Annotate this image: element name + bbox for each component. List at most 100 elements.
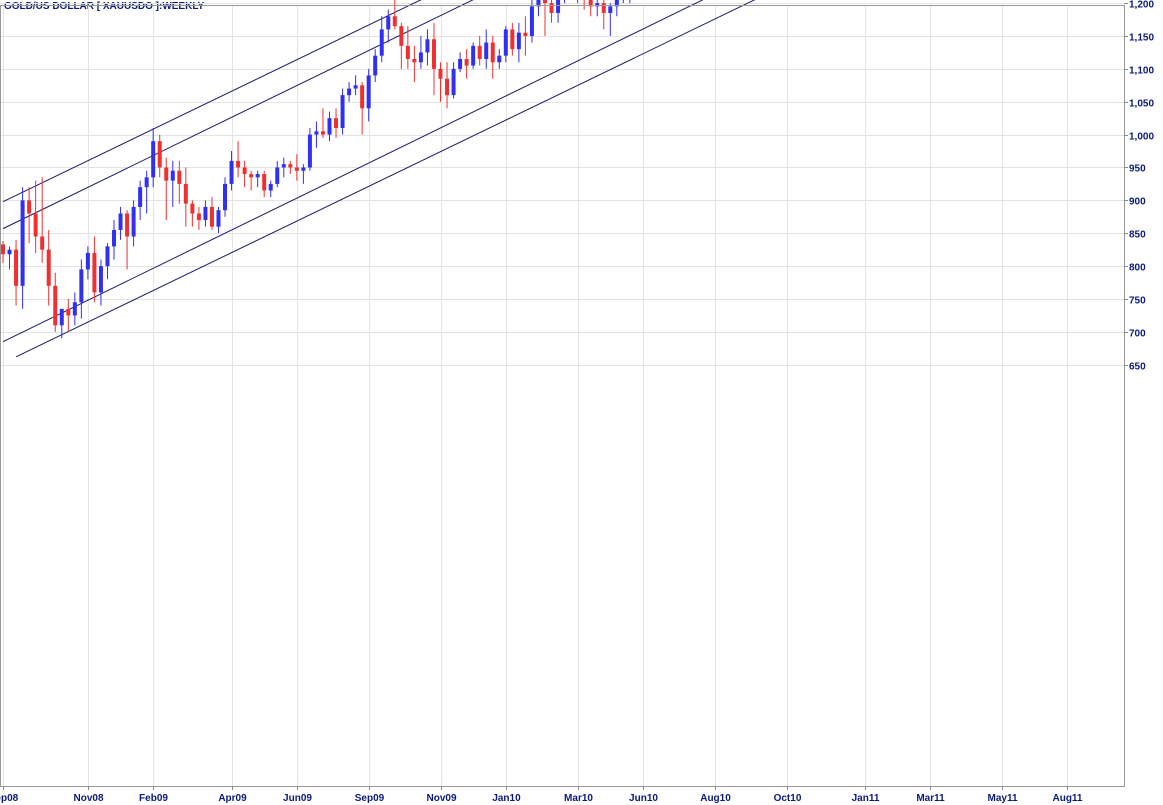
candle-up bbox=[281, 164, 286, 168]
y-tick-label: 750 bbox=[1129, 296, 1146, 307]
trend-channel bbox=[2, 0, 756, 358]
candle-down bbox=[14, 249, 19, 286]
candle-down bbox=[549, 3, 554, 13]
candle-up bbox=[608, 6, 613, 13]
candle-up bbox=[366, 75, 371, 109]
y-tick-label: 1,150 bbox=[1129, 33, 1154, 44]
candle-up bbox=[216, 210, 221, 227]
candle-up bbox=[556, 0, 561, 13]
y-tick-label: 1,200 bbox=[1129, 0, 1154, 11]
candle-down bbox=[490, 42, 495, 63]
candle-up bbox=[72, 302, 77, 316]
y-tick-label: 950 bbox=[1129, 164, 1146, 175]
channel-line bbox=[2, 0, 704, 343]
candle-up bbox=[144, 177, 149, 188]
x-tick-label: Jan10 bbox=[492, 793, 521, 804]
candle-up bbox=[203, 206, 208, 221]
candle-down bbox=[405, 45, 410, 59]
candle-down bbox=[157, 141, 162, 168]
candle-up bbox=[59, 308, 64, 326]
candle-down bbox=[262, 174, 267, 191]
candles bbox=[1, 0, 631, 339]
candle-down bbox=[588, 0, 593, 7]
candle-down bbox=[542, 0, 547, 4]
candle-up bbox=[151, 141, 156, 178]
y-tick-label: 700 bbox=[1129, 329, 1146, 340]
candle-down bbox=[360, 85, 365, 109]
candle-down bbox=[66, 308, 71, 316]
candle-up bbox=[386, 16, 391, 30]
y-tick-label: 1,050 bbox=[1129, 99, 1154, 110]
candle-up bbox=[301, 167, 306, 171]
y-tick-label: 850 bbox=[1129, 230, 1146, 241]
x-tick-label: Mar10 bbox=[564, 793, 593, 804]
candle-down bbox=[33, 213, 38, 237]
candle-down bbox=[92, 252, 97, 293]
candle-up bbox=[255, 174, 260, 178]
x-tick-label: Feb09 bbox=[139, 793, 168, 804]
candle-down bbox=[438, 68, 443, 79]
candle-down bbox=[249, 174, 254, 178]
y-tick-label: 1,100 bbox=[1129, 66, 1154, 77]
candle-down bbox=[125, 213, 130, 237]
x-tick-label: Nov08 bbox=[73, 793, 103, 804]
candle-down bbox=[190, 203, 195, 214]
candle-down bbox=[242, 167, 247, 175]
y-tick-label: 900 bbox=[1129, 197, 1146, 208]
candle-down bbox=[294, 167, 299, 171]
y-tick-label: 650 bbox=[1129, 362, 1146, 373]
candle-up bbox=[118, 213, 123, 230]
candle-up bbox=[98, 266, 103, 293]
candle-up bbox=[595, 3, 600, 7]
candle-up bbox=[112, 229, 117, 247]
candle-down bbox=[601, 3, 606, 13]
y-tick-label: 800 bbox=[1129, 263, 1146, 274]
candle-down bbox=[523, 32, 528, 36]
candle-down bbox=[209, 206, 214, 227]
candle-up bbox=[458, 58, 463, 69]
candle-up bbox=[275, 167, 280, 184]
candle-down bbox=[46, 249, 51, 286]
candle-up bbox=[614, 0, 619, 7]
y-tick-label: 1,000 bbox=[1129, 132, 1154, 143]
candle-up bbox=[347, 88, 352, 96]
candle-down bbox=[236, 160, 241, 168]
candle-down bbox=[1, 244, 5, 255]
candle-up bbox=[105, 246, 110, 267]
candle-up bbox=[497, 55, 502, 63]
candle-up bbox=[471, 45, 476, 66]
candle-up bbox=[373, 55, 378, 76]
candle-up bbox=[223, 183, 228, 211]
candle-down bbox=[177, 170, 182, 184]
candle-up bbox=[307, 134, 312, 168]
candle-up bbox=[425, 39, 430, 53]
candle-up bbox=[79, 269, 84, 303]
x-tick-label: Jan11 bbox=[852, 793, 880, 804]
candle-up bbox=[418, 52, 423, 63]
candle-down bbox=[477, 45, 482, 59]
candle-down bbox=[183, 183, 188, 204]
candle-up bbox=[131, 206, 136, 237]
x-tick-label: Jun09 bbox=[283, 793, 312, 804]
candle-down bbox=[288, 164, 293, 168]
x-tick-label: Jun10 bbox=[629, 793, 658, 804]
x-tick-label: Sep09 bbox=[355, 793, 385, 804]
x-tick-label: May11 bbox=[987, 793, 1017, 804]
candle-down bbox=[164, 167, 169, 181]
channel-line bbox=[2, 0, 422, 203]
candle-down bbox=[334, 118, 339, 129]
candle-down bbox=[27, 200, 32, 214]
candle-up bbox=[20, 200, 25, 286]
candle-down bbox=[464, 58, 469, 66]
candle-up bbox=[7, 249, 12, 255]
candle-up bbox=[340, 95, 345, 129]
candle-down bbox=[392, 16, 397, 27]
candle-down bbox=[510, 29, 515, 50]
x-tick-label: Aug10 bbox=[700, 793, 731, 804]
candle-up bbox=[353, 85, 358, 89]
candle-up bbox=[451, 68, 456, 96]
candle-down bbox=[53, 285, 58, 326]
candle-up bbox=[516, 32, 521, 50]
candle-down bbox=[320, 131, 325, 135]
